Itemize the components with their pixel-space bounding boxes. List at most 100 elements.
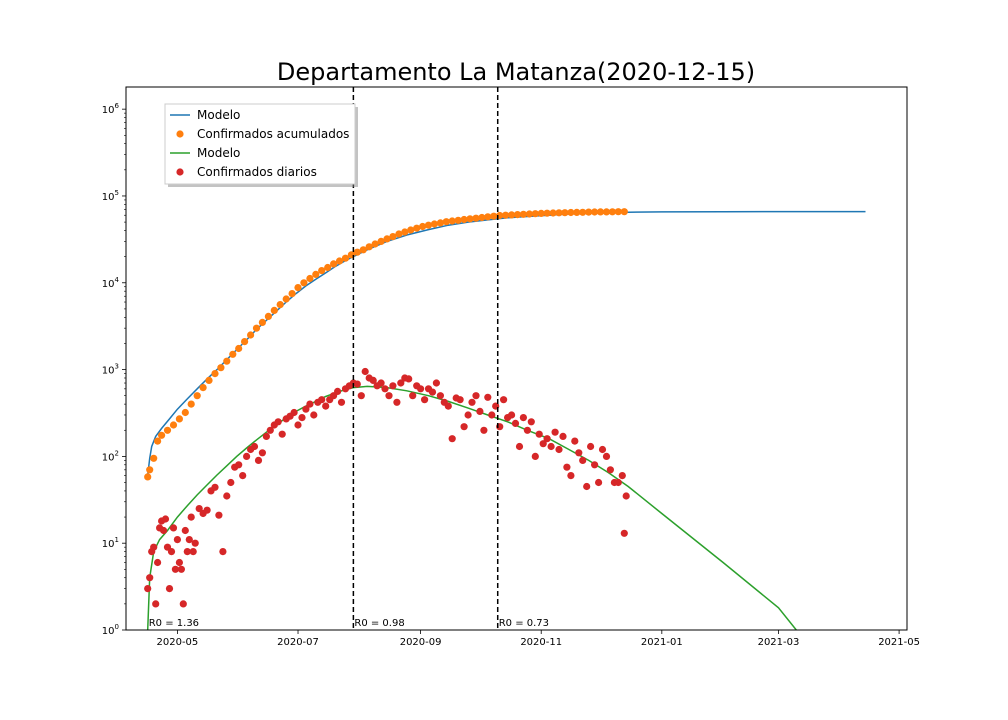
y-tick-label: 103 (102, 363, 119, 377)
data-point (278, 430, 286, 438)
series-line-2 (146, 385, 797, 630)
legend: Modelo Confirmados acumulados Modelo Confir… (164, 103, 358, 187)
axes-frame (125, 86, 908, 631)
data-point (547, 442, 555, 451)
legend-label: Confirmados diarios (197, 165, 317, 179)
data-point (243, 452, 251, 460)
data-point (618, 472, 626, 480)
data-point (165, 585, 174, 593)
data-point (464, 411, 472, 419)
data-point (409, 392, 417, 400)
data-point (389, 382, 397, 390)
data-point (480, 426, 488, 434)
data-point (258, 449, 266, 457)
legend-marker-swatch (176, 130, 184, 138)
data-point (515, 442, 524, 451)
data-point (442, 218, 450, 226)
data-point (377, 237, 385, 245)
data-point (551, 428, 559, 436)
data-point (158, 431, 166, 439)
data-point (160, 526, 168, 535)
r0-annotation-0: R0 = 1.36 (149, 618, 199, 629)
data-point (385, 392, 393, 400)
data-point (215, 511, 223, 519)
data-point (413, 224, 421, 232)
x-tick-label: 2021-03 (758, 637, 800, 648)
data-point (223, 357, 231, 365)
data-point (454, 216, 462, 224)
data-point (290, 408, 298, 417)
data-point (519, 414, 528, 422)
data-point (484, 393, 492, 401)
data-point (298, 414, 306, 422)
data-point (472, 214, 480, 222)
data-point (575, 449, 583, 457)
data-point (175, 415, 183, 423)
data-point (217, 364, 225, 372)
x-axis: 2020-05 2020-07 2020-09 2020-11 2021-01 2021-… (157, 630, 920, 648)
data-point (144, 585, 152, 593)
data-point (468, 398, 476, 406)
chart-title: Departamento La Matanza(2020-12-15) (277, 58, 755, 86)
data-point (219, 548, 227, 556)
data-point (181, 526, 189, 535)
series-points-1 (144, 208, 628, 481)
data-point (401, 228, 409, 236)
r0-annotation-2: R0 = 0.73 (499, 618, 549, 629)
data-point (555, 209, 563, 217)
data-point (146, 466, 154, 474)
data-point (312, 270, 320, 278)
data-point (523, 426, 532, 434)
data-point (282, 295, 290, 303)
data-point (181, 408, 189, 417)
data-point (247, 331, 255, 339)
data-point (389, 233, 397, 241)
data-point (175, 558, 183, 567)
data-point (177, 565, 185, 573)
data-point (606, 466, 615, 474)
data-point (436, 392, 444, 400)
data-point (241, 338, 249, 346)
data-point (161, 515, 170, 523)
data-point (407, 226, 415, 234)
data-point (239, 472, 247, 480)
data-point (183, 548, 191, 556)
y-tick-label: 104 (102, 276, 120, 290)
data-point (169, 421, 178, 429)
data-point (460, 423, 468, 431)
data-point (335, 257, 344, 265)
data-point (561, 209, 569, 217)
data-point (585, 208, 593, 216)
data-point (383, 235, 391, 243)
r0-annotation-1: R0 = 0.98 (354, 618, 404, 629)
data-point (341, 254, 350, 262)
data-point (620, 529, 628, 537)
data-point (146, 574, 154, 582)
data-point (508, 411, 516, 419)
data-point (150, 543, 158, 551)
data-point (254, 456, 263, 464)
data-point (531, 452, 539, 460)
legend-label: Modelo (197, 146, 240, 160)
data-point (421, 396, 429, 404)
x-tick-label: 2021-05 (878, 637, 920, 648)
data-point (417, 385, 425, 393)
data-point (173, 536, 181, 544)
data-point (302, 405, 310, 413)
data-point (154, 558, 162, 567)
data-point (419, 222, 427, 231)
data-point (583, 482, 591, 491)
data-point (258, 318, 266, 326)
y-tick-label: 102 (102, 449, 119, 463)
data-point (223, 492, 231, 500)
data-point (484, 213, 492, 221)
data-point (614, 208, 622, 216)
data-point (205, 376, 213, 384)
data-point (211, 370, 219, 378)
data-point (318, 396, 326, 404)
data-point (488, 411, 496, 419)
data-point (300, 279, 308, 287)
data-point (531, 210, 539, 218)
legend-marker-swatch (176, 168, 184, 176)
data-point (448, 435, 456, 443)
